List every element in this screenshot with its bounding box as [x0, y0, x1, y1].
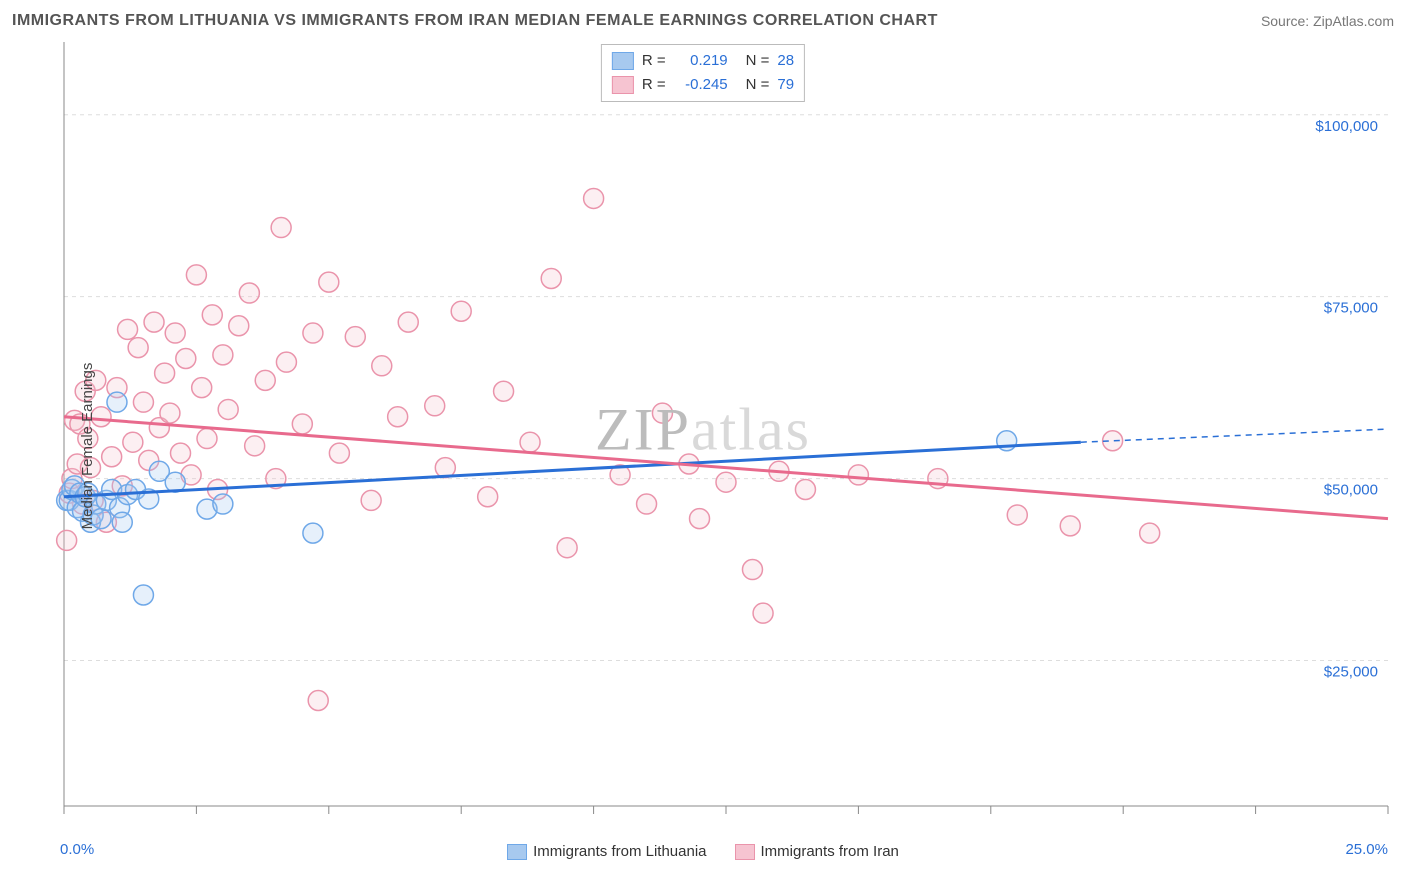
data-point	[584, 188, 604, 208]
data-point	[160, 403, 180, 423]
legend-label: Immigrants from Lithuania	[533, 843, 706, 860]
correlation-legend: R = 0.219 N = 28 R = -0.245 N = 79	[601, 44, 805, 102]
data-point	[848, 465, 868, 485]
data-point	[213, 345, 233, 365]
data-point	[753, 603, 773, 623]
data-point	[192, 378, 212, 398]
legend-row: R = 0.219 N = 28	[612, 49, 794, 73]
data-point	[165, 323, 185, 343]
data-point	[303, 523, 323, 543]
chart-container: Median Female Earnings ZIPatlas $25,000$…	[12, 36, 1394, 856]
data-point	[494, 381, 514, 401]
data-point	[652, 403, 672, 423]
data-point	[319, 272, 339, 292]
data-point	[795, 479, 815, 499]
data-point	[102, 447, 122, 467]
legend-r-value: 0.219	[674, 49, 728, 73]
data-point	[57, 530, 77, 550]
data-point	[176, 349, 196, 369]
data-point	[1140, 523, 1160, 543]
data-point	[171, 443, 191, 463]
data-point	[155, 363, 175, 383]
data-point	[186, 265, 206, 285]
y-axis-label: Median Female Earnings	[79, 363, 96, 530]
legend-swatch	[507, 844, 527, 860]
data-point	[637, 494, 657, 514]
legend-swatch	[735, 844, 755, 860]
legend-row: R = -0.245 N = 79	[612, 73, 794, 97]
data-point	[118, 319, 138, 339]
data-point	[107, 392, 127, 412]
data-point	[292, 414, 312, 434]
data-point	[372, 356, 392, 376]
legend-r-label: R =	[642, 73, 666, 97]
data-point	[388, 407, 408, 427]
series-legend: Immigrants from Lithuania Immigrants from…	[12, 843, 1394, 860]
legend-r-value: -0.245	[674, 73, 728, 97]
data-point	[520, 432, 540, 452]
svg-text:$75,000: $75,000	[1324, 300, 1378, 317]
data-point	[271, 218, 291, 238]
data-point	[329, 443, 349, 463]
chart-source: Source: ZipAtlas.com	[1261, 13, 1394, 29]
legend-n-value: 79	[777, 73, 794, 97]
data-point	[133, 392, 153, 412]
legend-n-label: N =	[746, 49, 770, 73]
svg-text:$50,000: $50,000	[1324, 482, 1378, 499]
legend-swatch	[612, 52, 634, 70]
regression-line	[64, 417, 1388, 519]
svg-text:$100,000: $100,000	[1315, 118, 1378, 135]
data-point	[541, 268, 561, 288]
data-point	[276, 352, 296, 372]
data-point	[255, 370, 275, 390]
chart-title: IMMIGRANTS FROM LITHUANIA VS IMMIGRANTS …	[12, 12, 938, 30]
data-point	[361, 490, 381, 510]
data-point	[716, 472, 736, 492]
legend-n-value: 28	[777, 49, 794, 73]
data-point	[144, 312, 164, 332]
data-point	[213, 494, 233, 514]
data-point	[557, 538, 577, 558]
legend-label: Immigrants from Iran	[761, 843, 899, 860]
data-point	[690, 509, 710, 529]
data-point	[308, 690, 328, 710]
legend-item: Immigrants from Iran	[735, 843, 899, 860]
data-point	[345, 327, 365, 347]
data-point	[202, 305, 222, 325]
data-point	[128, 338, 148, 358]
data-point	[123, 432, 143, 452]
data-point	[1060, 516, 1080, 536]
data-point	[425, 396, 445, 416]
data-point	[398, 312, 418, 332]
data-point	[133, 585, 153, 605]
data-point	[218, 399, 238, 419]
scatter-chart: $25,000 $50,000 $75,000 $100,000	[12, 36, 1394, 856]
chart-header: IMMIGRANTS FROM LITHUANIA VS IMMIGRANTS …	[12, 12, 1394, 30]
legend-n-label: N =	[746, 73, 770, 97]
legend-swatch	[612, 76, 634, 94]
legend-r-label: R =	[642, 49, 666, 73]
data-point	[197, 429, 217, 449]
data-point	[478, 487, 498, 507]
data-point	[1007, 505, 1027, 525]
regression-line-extrapolated	[1081, 429, 1388, 442]
data-point	[451, 301, 471, 321]
data-point	[229, 316, 249, 336]
data-point	[742, 560, 762, 580]
data-point	[245, 436, 265, 456]
data-point	[239, 283, 259, 303]
data-point	[112, 512, 132, 532]
regression-line	[64, 442, 1081, 497]
legend-item: Immigrants from Lithuania	[507, 843, 706, 860]
data-point	[303, 323, 323, 343]
svg-text:$25,000: $25,000	[1324, 663, 1378, 680]
